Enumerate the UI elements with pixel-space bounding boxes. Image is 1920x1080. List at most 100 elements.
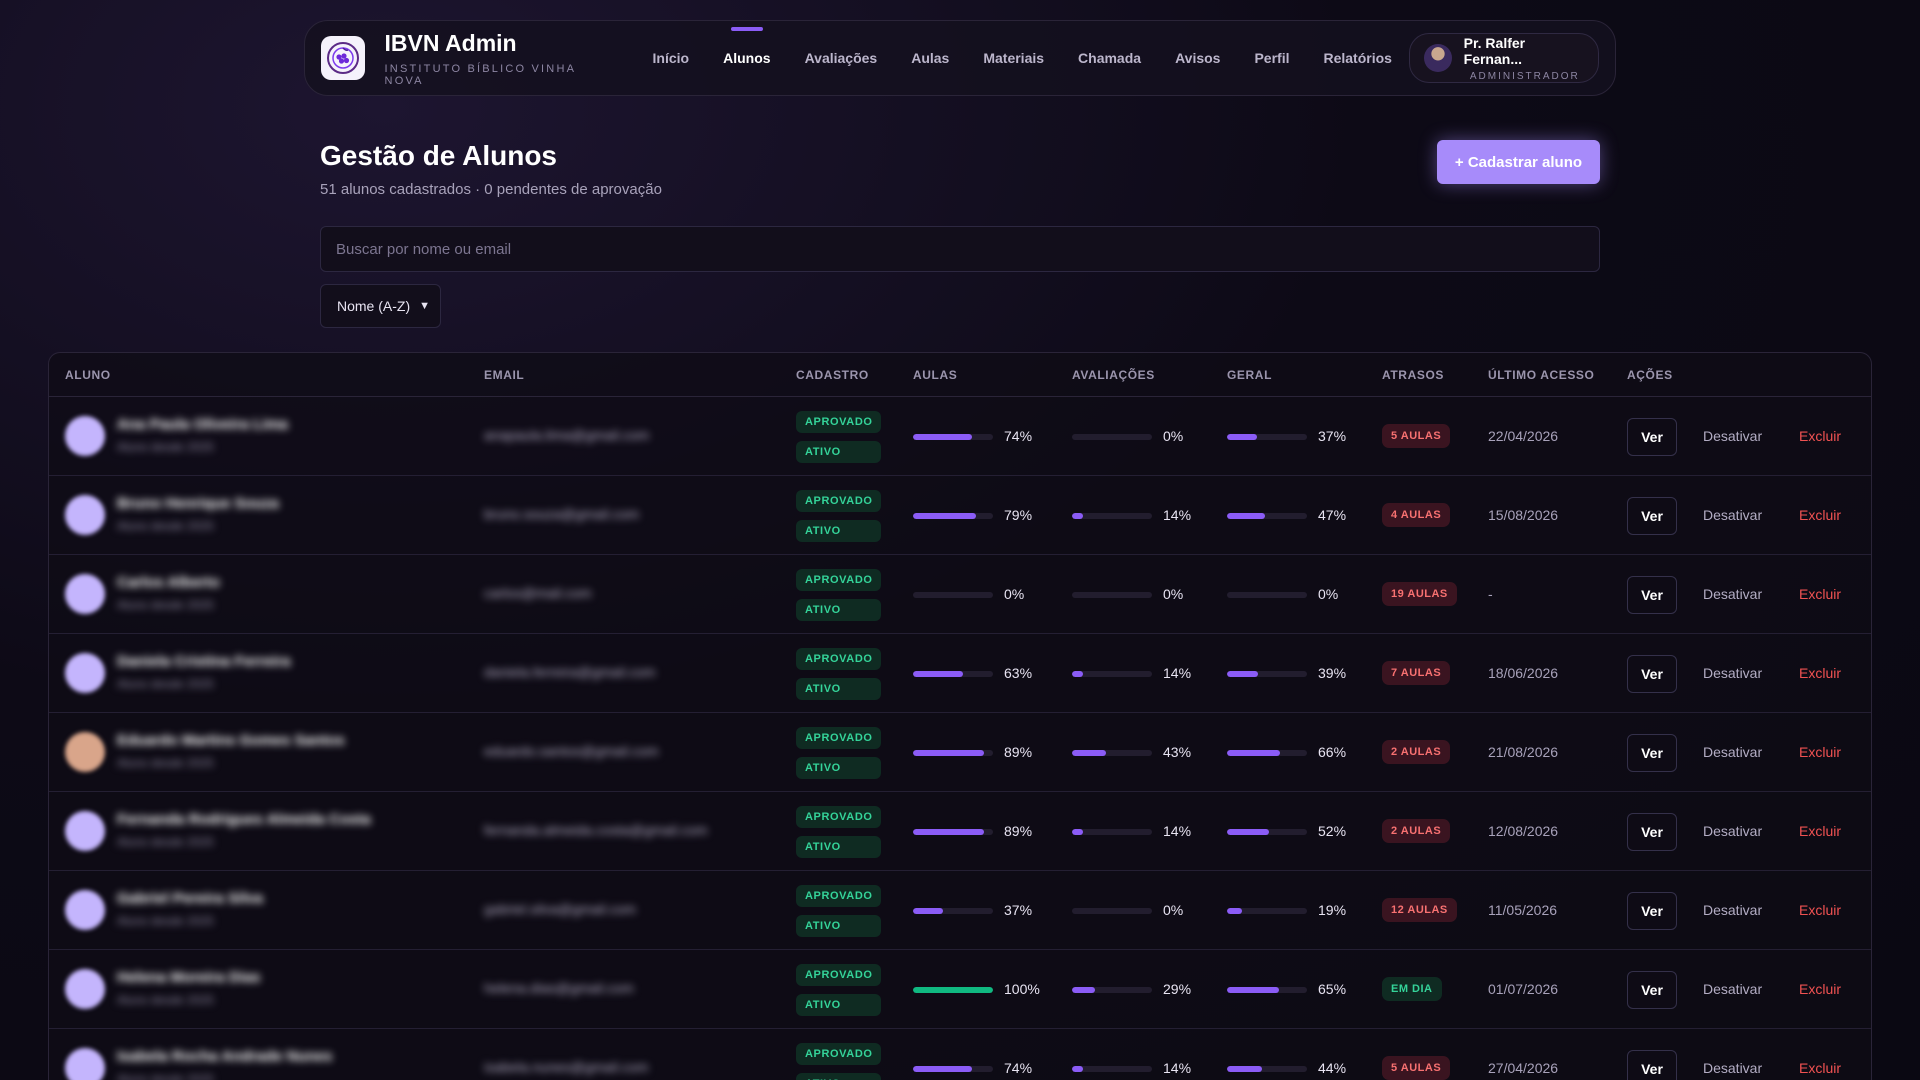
student-name-redacted: Eduardo Martins Gomes Santos [117, 732, 345, 749]
sort-select[interactable]: Nome (A-Z) ▼ [320, 284, 441, 328]
table-row: Ana Paula Oliveira Lima Aluno desde 2025 a… [49, 397, 1871, 476]
delete-student-button[interactable]: Excluir [1799, 902, 1842, 918]
user-menu[interactable]: Pr. Ralfer Fernan... ADMINISTRADOR [1408, 33, 1599, 83]
aulas-progress-bar [913, 908, 993, 914]
delete-student-button[interactable]: Excluir [1799, 823, 1842, 839]
deactivate-student-button[interactable]: Desativar [1703, 586, 1763, 602]
avaliacoes-percent: 0% [1163, 428, 1184, 444]
student-avatar [65, 574, 105, 614]
geral-progress-bar [1227, 829, 1307, 835]
delete-student-button[interactable]: Excluir [1799, 744, 1842, 760]
student-name-redacted: Gabriel Pereira Silva [117, 890, 263, 907]
last-access-date: 15/08/2026 [1488, 507, 1559, 523]
nav-item-relatorios[interactable]: Relatórios [1323, 50, 1392, 66]
deactivate-student-button[interactable]: Desativar [1703, 507, 1763, 523]
avaliacoes-percent: 14% [1163, 823, 1192, 839]
aulas-progress-bar [913, 434, 993, 440]
delete-student-button[interactable]: Excluir [1799, 981, 1842, 997]
aulas-percent: 100% [1004, 981, 1040, 997]
user-role: ADMINISTRADOR [1469, 70, 1580, 82]
view-student-button[interactable]: Ver [1627, 734, 1677, 772]
add-student-button[interactable]: + Cadastrar aluno [1437, 140, 1600, 184]
active-badge: ATIVO [796, 520, 881, 542]
delete-student-button[interactable]: Excluir [1799, 507, 1842, 523]
student-name-redacted: Ana Paula Oliveira Lima [117, 416, 288, 433]
table-row: Eduardo Martins Gomes Santos Aluno desde … [49, 713, 1871, 792]
col-header-email[interactable]: EMAIL [484, 368, 525, 382]
aulas-percent: 63% [1004, 665, 1033, 681]
student-avatar [65, 811, 105, 851]
avaliacoes-percent: 29% [1163, 981, 1192, 997]
approval-badge: APROVADO [796, 727, 881, 749]
aulas-percent: 89% [1004, 744, 1033, 760]
view-student-button[interactable]: Ver [1627, 418, 1677, 456]
table-row: Carlos Alberto Aluno desde 2025 carlos@mai… [49, 555, 1871, 634]
delete-student-button[interactable]: Excluir [1799, 1060, 1842, 1076]
approval-badge: APROVADO [796, 1043, 881, 1065]
col-header-cadastro[interactable]: CADASTRO [796, 368, 869, 382]
top-navigation-bar: IBVN Admin INSTITUTO BÍBLICO VINHA NOVA … [304, 20, 1616, 96]
student-name-redacted: Fernanda Rodrigues Almeida Costa [117, 811, 371, 828]
nav-item-chamada[interactable]: Chamada [1078, 50, 1142, 66]
delete-student-button[interactable]: Excluir [1799, 665, 1842, 681]
student-meta-redacted: Aluno desde 2025 [117, 993, 214, 1007]
nav-item-materiais[interactable]: Materiais [983, 50, 1045, 66]
student-avatar [65, 1048, 105, 1080]
deactivate-student-button[interactable]: Desativar [1703, 981, 1763, 997]
delete-student-button[interactable]: Excluir [1799, 428, 1842, 444]
brand: IBVN Admin INSTITUTO BÍBLICO VINHA NOVA [385, 30, 618, 87]
geral-progress-bar [1227, 434, 1307, 440]
col-header-avaliacoes[interactable]: AVALIAÇÕES [1072, 368, 1155, 382]
geral-percent: 19% [1318, 902, 1347, 918]
institute-logo[interactable] [321, 36, 365, 80]
col-header-atrasos[interactable]: ATRASOS [1382, 368, 1444, 382]
geral-percent: 39% [1318, 665, 1347, 681]
deactivate-student-button[interactable]: Desativar [1703, 1060, 1763, 1076]
last-access-date: 27/04/2026 [1488, 1060, 1559, 1076]
view-student-button[interactable]: Ver [1627, 892, 1677, 930]
view-student-button[interactable]: Ver [1627, 813, 1677, 851]
approval-badge: APROVADO [796, 569, 881, 591]
atrasos-badge: 2 AULAS [1382, 819, 1451, 843]
student-avatar [65, 416, 105, 456]
nav-item-avisos[interactable]: Avisos [1175, 50, 1221, 66]
deactivate-student-button[interactable]: Desativar [1703, 744, 1763, 760]
view-student-button[interactable]: Ver [1627, 497, 1677, 535]
geral-progress-bar [1227, 671, 1307, 677]
view-student-button[interactable]: Ver [1627, 655, 1677, 693]
search-input[interactable] [320, 226, 1600, 272]
avaliacoes-progress-bar [1072, 908, 1152, 914]
avaliacoes-percent: 14% [1163, 1060, 1192, 1076]
geral-percent: 44% [1318, 1060, 1347, 1076]
delete-student-button[interactable]: Excluir [1799, 586, 1842, 602]
col-header-aluno[interactable]: ALUNO [65, 368, 111, 382]
col-header-geral[interactable]: GERAL [1227, 368, 1272, 382]
nav-item-aulas[interactable]: Aulas [911, 50, 950, 66]
col-header-aulas[interactable]: AULAS [913, 368, 958, 382]
student-meta-redacted: Aluno desde 2025 [117, 519, 214, 533]
deactivate-student-button[interactable]: Desativar [1703, 823, 1763, 839]
approval-badge: APROVADO [796, 648, 881, 670]
student-email-redacted: isabela.nunes@gmail.com [484, 1059, 649, 1075]
table-row: Bruno Henrique Souza Aluno desde 2025 brun… [49, 476, 1871, 555]
view-student-button[interactable]: Ver [1627, 1050, 1677, 1080]
student-name-redacted: Isabela Rocha Andrade Nunes [117, 1048, 333, 1065]
nav-item-perfil[interactable]: Perfil [1254, 50, 1290, 66]
deactivate-student-button[interactable]: Desativar [1703, 665, 1763, 681]
nav-item-inicio[interactable]: Início [652, 50, 690, 66]
deactivate-student-button[interactable]: Desativar [1703, 428, 1763, 444]
student-name-redacted: Helena Moreira Dias [117, 969, 261, 986]
nav-item-alunos[interactable]: Alunos [706, 20, 787, 96]
table-row: Isabela Rocha Andrade Nunes Aluno desde 2… [49, 1029, 1871, 1080]
last-access-date: 11/05/2026 [1488, 902, 1558, 918]
student-meta-redacted: Aluno desde 2025 [117, 835, 214, 849]
student-name-redacted: Carlos Alberto [117, 574, 220, 591]
geral-progress-bar [1227, 908, 1307, 914]
view-student-button[interactable]: Ver [1627, 576, 1677, 614]
avaliacoes-percent: 14% [1163, 665, 1192, 681]
avaliacoes-progress-bar [1072, 987, 1152, 993]
col-header-ultimo-acesso[interactable]: ÚLTIMO ACESSO [1488, 368, 1595, 382]
nav-item-avaliacoes[interactable]: Avaliações [804, 50, 878, 66]
view-student-button[interactable]: Ver [1627, 971, 1677, 1009]
deactivate-student-button[interactable]: Desativar [1703, 902, 1763, 918]
